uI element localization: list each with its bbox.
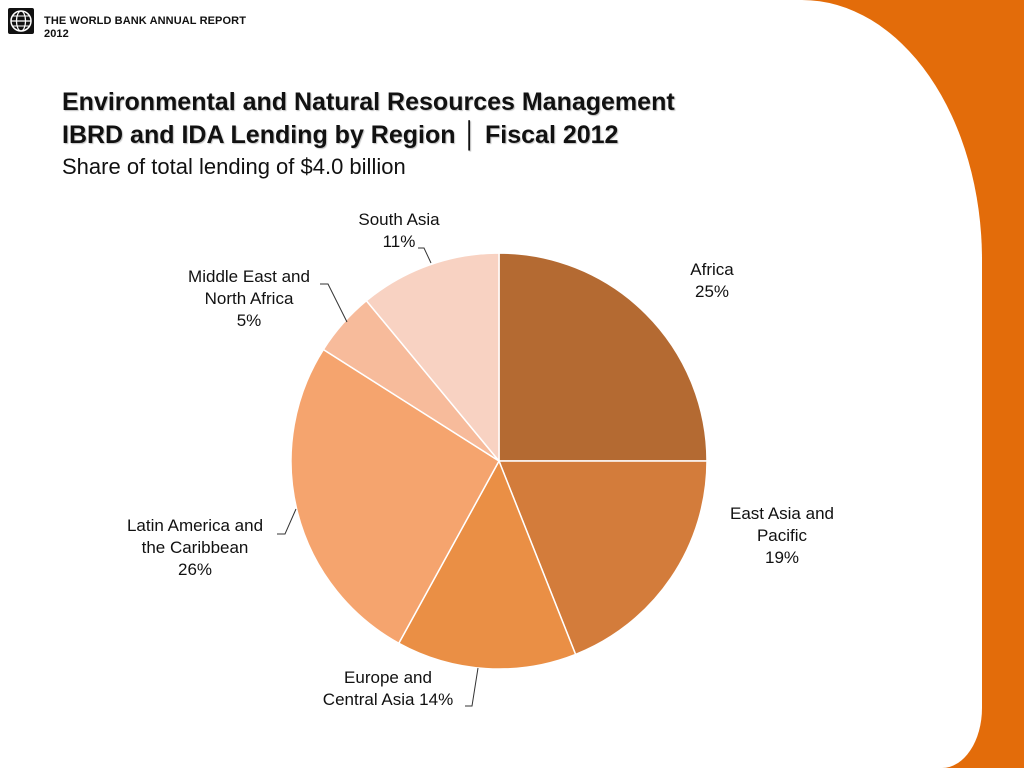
chart-title: Environmental and Natural Resources Mana… bbox=[62, 86, 675, 152]
world-bank-globe-icon bbox=[8, 8, 34, 34]
slice-label-line: 11% bbox=[383, 232, 416, 251]
slice-label: Latin America and the Caribbean 26% bbox=[127, 516, 263, 579]
leader-line bbox=[418, 247, 432, 264]
slice-label-line: the Caribbean bbox=[142, 538, 249, 557]
slice-label-line: Central Asia 14% bbox=[323, 690, 453, 709]
slice-label: Africa 25% bbox=[690, 260, 734, 301]
pie-slice bbox=[397, 459, 577, 670]
slice-label-line: South Asia bbox=[358, 210, 440, 229]
title-line-2: IBRD and IDA Lending by Region │ Fiscal … bbox=[62, 121, 619, 149]
slice-label-line: Middle East and bbox=[188, 267, 310, 286]
leader-line bbox=[320, 283, 348, 323]
slice-label-line: 5% bbox=[237, 311, 262, 330]
leader-line bbox=[465, 667, 479, 707]
organization-name: THE WORLD BANK ANNUAL REPORT 2012 bbox=[44, 15, 246, 41]
title-line-1: Environmental and Natural Resources Mana… bbox=[62, 88, 675, 116]
org-line-1: THE WORLD BANK ANNUAL REPORT bbox=[44, 15, 247, 27]
org-line-2: 2012 bbox=[44, 28, 69, 40]
slice-label-line: Pacific bbox=[757, 526, 808, 545]
slice-label-line: Africa bbox=[690, 260, 734, 279]
slice-label-line: 19% bbox=[765, 548, 799, 567]
slice-label: South Asia 11% bbox=[358, 210, 440, 251]
slice-label-line: 26% bbox=[178, 560, 212, 579]
leader-line bbox=[277, 508, 297, 535]
slice-label: Europe and Central Asia 14% bbox=[323, 668, 453, 709]
slice-label-line: 25% bbox=[695, 282, 729, 301]
slice-label: East Asia and Pacific 19% bbox=[730, 504, 834, 567]
slice-label-line: Latin America and bbox=[127, 516, 263, 535]
pie-slice bbox=[497, 460, 708, 656]
slice-label-line: Europe and bbox=[344, 668, 432, 687]
pie-slice bbox=[290, 348, 500, 645]
chart-subtitle: Share of total lending of $4.0 billion bbox=[62, 154, 406, 179]
slice-label-line: North Africa bbox=[205, 289, 294, 308]
pie-slice bbox=[498, 252, 708, 462]
page-number: 38 bbox=[944, 726, 959, 741]
slice-label-line: East Asia and bbox=[730, 504, 834, 523]
pie-slice bbox=[365, 252, 500, 464]
slice-label: Middle East and North Africa 5% bbox=[188, 267, 310, 330]
